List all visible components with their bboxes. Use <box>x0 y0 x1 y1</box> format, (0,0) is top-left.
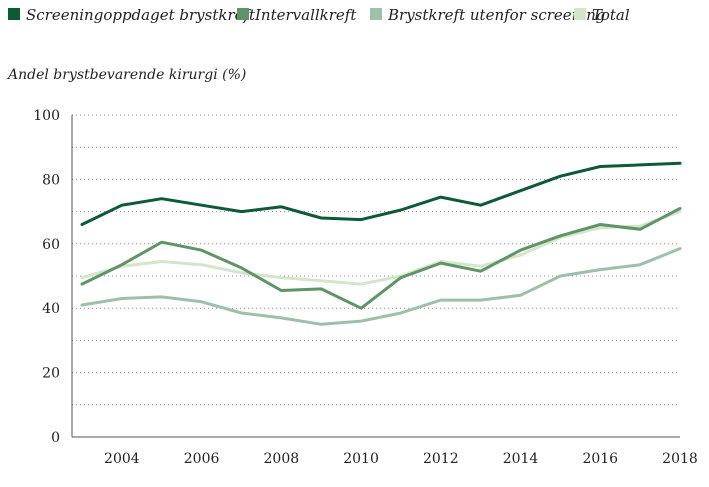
y-tick-label-100: 100 <box>33 108 60 124</box>
y-tick-label-0: 0 <box>51 430 60 446</box>
x-tick-label-2012: 2012 <box>423 451 459 467</box>
y-tick-label-20: 20 <box>42 366 60 382</box>
y-tick-label-80: 80 <box>42 172 60 188</box>
x-tick-label-2010: 2010 <box>343 451 379 467</box>
legend-label-intervallkreft: Intervallkreft <box>254 6 357 24</box>
x-tick-label-2018: 2018 <box>662 451 698 467</box>
y-tick-label-40: 40 <box>42 301 60 317</box>
x-tick-label-2016: 2016 <box>582 451 618 467</box>
series-line-total <box>80 210 682 286</box>
legend-label-screeningoppdaget-brystkreft: Screeningoppdaget brystkreft <box>26 6 256 24</box>
legend-swatch-screeningoppdaget-brystkreft <box>8 8 20 20</box>
y-tick-labels: 0 20 40 60 80 100 <box>33 108 60 446</box>
x-tick-label-2004: 2004 <box>104 451 140 467</box>
series-line-brystkreft-utenfor-screening <box>80 247 682 326</box>
series-lines <box>80 161 682 326</box>
x-tick-label-2008: 2008 <box>264 451 300 467</box>
legend: Screeningoppdaget brystkreft Intervallkre… <box>8 6 630 24</box>
legend-swatch-intervallkreft <box>237 8 249 20</box>
y-axis-label: Andel brystbevarende kirurgi (%) <box>6 67 246 83</box>
legend-label-brystkreft-utenfor-screening: Brystkreft utenfor screening <box>387 6 605 24</box>
y-tick-label-60: 60 <box>42 237 60 253</box>
gridlines <box>72 114 680 406</box>
axes <box>71 115 680 438</box>
legend-swatch-total <box>574 8 586 20</box>
series-line-intervallkreft <box>80 206 682 310</box>
legend-label-total: Total <box>592 6 630 24</box>
series-line-screeningoppdaget-brystkreft <box>80 161 682 226</box>
legend-swatch-brystkreft-utenfor-screening <box>370 8 382 20</box>
x-tick-label-2006: 2006 <box>184 451 220 467</box>
x-tick-labels: 2004 2006 2008 2010 2012 2014 2016 2018 <box>104 451 698 467</box>
x-tick-label-2014: 2014 <box>503 451 539 467</box>
